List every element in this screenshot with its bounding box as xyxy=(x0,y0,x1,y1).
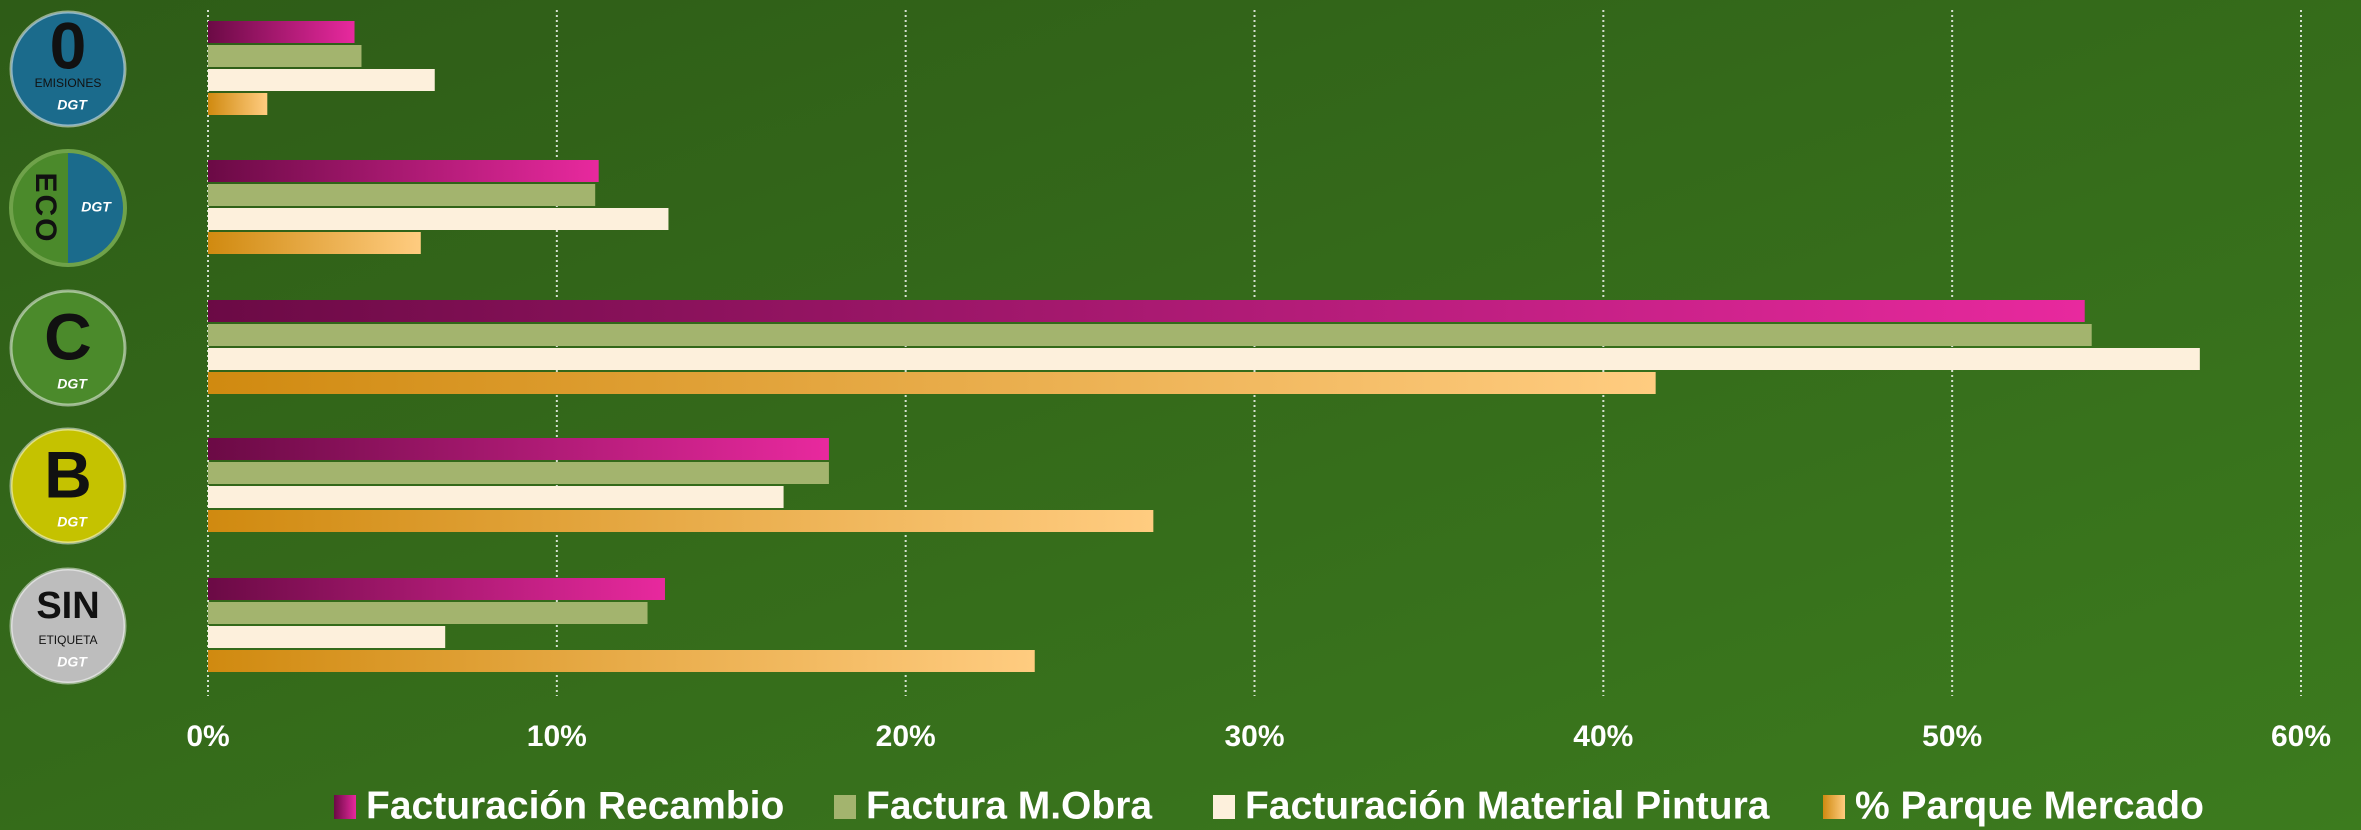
x-tick-label: 0% xyxy=(186,720,229,753)
legend-label: % Parque Mercado xyxy=(1855,784,2204,827)
legend-swatch xyxy=(834,795,856,819)
x-tick-label: 30% xyxy=(1224,720,1284,753)
chart: 0% 10% 20% 30% 40% 50% 60% 0EMISIONES DGT ECO DGT C… xyxy=(0,0,2361,830)
category-label: B xyxy=(44,437,92,511)
category-sublabel: EMISIONES xyxy=(35,76,102,90)
logo: DGT xyxy=(57,97,88,113)
category-label: ECO xyxy=(29,172,62,243)
bar xyxy=(208,232,421,254)
logo: DGT xyxy=(57,514,88,530)
legend-swatch xyxy=(1823,795,1845,819)
legend-label: Factura M.Obra xyxy=(866,784,1152,827)
bar xyxy=(208,208,668,230)
bar xyxy=(208,438,829,460)
category-label: 0 xyxy=(50,8,87,82)
bar xyxy=(208,324,2092,346)
logo: DGT xyxy=(57,376,88,392)
legend-swatch xyxy=(1213,795,1235,819)
legend-label: Facturación Recambio xyxy=(366,784,784,827)
x-tick-label: 60% xyxy=(2271,720,2331,753)
bar xyxy=(208,578,665,600)
x-tick-label: 10% xyxy=(527,720,587,753)
bar xyxy=(208,602,648,624)
bar xyxy=(208,486,784,508)
legend-swatch xyxy=(334,795,356,819)
x-tick-label: 50% xyxy=(1922,720,1982,753)
bar xyxy=(208,184,595,206)
bar xyxy=(208,626,445,648)
logo: DGT xyxy=(81,199,112,215)
background xyxy=(0,0,2361,830)
x-tick-label: 20% xyxy=(876,720,936,753)
bar xyxy=(208,45,361,67)
bar xyxy=(208,650,1035,672)
x-tick-label: 40% xyxy=(1573,720,1633,753)
category-sublabel: ETIQUETA xyxy=(38,633,97,647)
bar xyxy=(208,160,599,182)
bar xyxy=(208,462,829,484)
bar xyxy=(208,93,267,115)
bar xyxy=(208,510,1153,532)
bar xyxy=(208,300,2085,322)
bar xyxy=(208,21,355,43)
category-label: SIN xyxy=(36,585,99,627)
bar xyxy=(208,348,2200,370)
category-label: C xyxy=(44,299,92,373)
page: 0% 10% 20% 30% 40% 50% 60% 0EMISIONES DGT ECO DGT C… xyxy=(0,0,2361,830)
logo: DGT xyxy=(57,654,88,670)
bar xyxy=(208,69,435,91)
bar xyxy=(208,372,1656,394)
legend-label: Facturación Material Pintura xyxy=(1245,784,1770,827)
